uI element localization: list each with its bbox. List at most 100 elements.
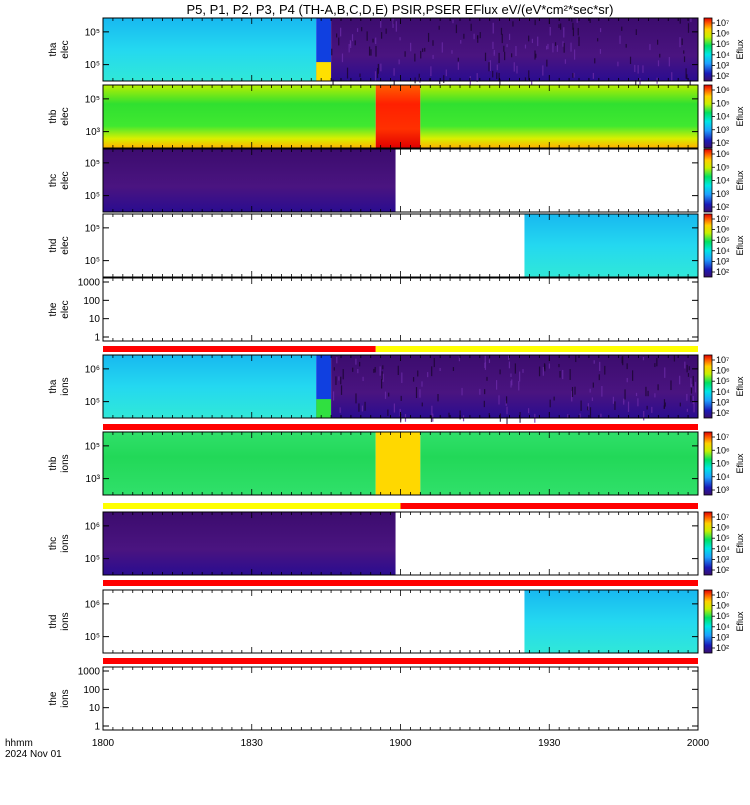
noise-streak	[336, 356, 338, 364]
spectrogram-segment	[103, 85, 376, 148]
colorbar-tick-label: 10⁶	[716, 29, 730, 39]
colorbar-label: Eflux	[735, 611, 745, 632]
noise-streak	[537, 36, 539, 47]
noise-streak	[340, 27, 342, 37]
noise-streak	[563, 27, 565, 38]
noise-streak	[657, 39, 659, 45]
noise-streak	[393, 80, 395, 87]
noise-streak	[577, 27, 579, 36]
noise-streak	[332, 391, 335, 401]
panel-label-species: ions	[60, 534, 71, 552]
noise-streak	[629, 56, 632, 65]
noise-streak	[355, 358, 357, 365]
noise-streak	[668, 57, 670, 67]
noise-streak	[382, 365, 384, 370]
noise-streak	[510, 373, 512, 378]
noise-streak	[516, 65, 518, 74]
noise-streak	[332, 79, 334, 88]
colorbar-tick-label: 10⁴	[716, 387, 730, 397]
noise-streak	[538, 366, 541, 377]
noise-streak	[415, 387, 418, 398]
noise-streak	[380, 18, 382, 28]
noise-streak	[685, 68, 687, 79]
y-tick-label: 10⁵	[85, 632, 100, 643]
noise-streak	[601, 385, 603, 397]
colorbar-tick-label: 10⁵	[716, 98, 730, 108]
noise-streak	[380, 379, 383, 389]
noise-streak	[589, 18, 591, 23]
colorbar-label: Eflux	[735, 533, 745, 554]
noise-streak	[594, 58, 596, 64]
noise-streak	[508, 361, 510, 369]
colorbar-tick-label: 10²	[716, 408, 729, 418]
noise-streak	[589, 407, 592, 418]
noise-streak	[549, 399, 551, 408]
y-tick-label: 10³	[86, 127, 101, 138]
noise-streak	[357, 368, 359, 374]
noise-streak	[381, 371, 383, 380]
panel-label-probe: the	[48, 302, 59, 316]
colorbar-tick-label: 10⁷	[716, 214, 729, 224]
noise-streak	[342, 369, 344, 380]
noise-streak	[626, 363, 628, 370]
noise-streak	[500, 27, 503, 35]
noise-streak	[421, 402, 423, 407]
noise-streak	[624, 389, 626, 400]
noise-streak	[488, 359, 491, 364]
noise-streak	[439, 367, 441, 371]
noise-streak	[637, 398, 639, 407]
noise-streak	[404, 51, 406, 57]
noise-streak	[643, 411, 645, 421]
spectrogram-segment	[420, 432, 698, 495]
noise-streak	[458, 356, 461, 362]
noise-streak	[431, 366, 433, 377]
noise-streak	[543, 363, 546, 370]
noise-streak	[420, 50, 422, 59]
spectrogram-segment	[316, 399, 332, 418]
noise-streak	[493, 52, 495, 56]
noise-streak	[663, 399, 666, 409]
noise-streak	[452, 367, 455, 371]
noise-streak	[380, 63, 382, 72]
panel-the-elec: 1000 100 10 1 the elec	[48, 277, 699, 344]
y-tick-label: 1000	[78, 667, 101, 678]
noise-streak	[617, 61, 619, 67]
noise-streak	[612, 396, 615, 404]
noise-streak	[428, 78, 431, 82]
colorbar-tick-label: 10⁶	[716, 601, 730, 611]
colorbar-tick-label: 10⁷	[716, 18, 729, 28]
noise-streak	[513, 62, 515, 72]
noise-streak	[430, 66, 432, 77]
colorbar-tick-label: 10²	[716, 202, 729, 212]
noise-streak	[599, 361, 601, 372]
noise-streak	[597, 38, 599, 42]
noise-streak	[397, 365, 399, 375]
noise-streak	[572, 22, 574, 30]
noise-streak	[366, 31, 368, 41]
mode-bar-segment	[103, 503, 401, 509]
noise-streak	[549, 27, 551, 36]
colorbar-tick-label: 10⁶	[716, 366, 730, 376]
noise-streak	[514, 363, 516, 374]
noise-streak	[572, 73, 574, 78]
noise-streak	[445, 69, 447, 77]
noise-streak	[528, 70, 530, 81]
noise-streak	[419, 77, 421, 83]
noise-streak	[398, 59, 400, 65]
noise-streak	[623, 401, 625, 405]
noise-streak	[395, 21, 397, 32]
noise-streak	[437, 394, 439, 402]
noise-streak	[690, 18, 692, 23]
panel-label-species: ions	[60, 612, 71, 630]
noise-streak	[431, 405, 433, 416]
noise-streak	[498, 72, 500, 81]
colorbar	[703, 589, 713, 654]
noise-streak	[375, 37, 377, 45]
noise-streak	[642, 65, 644, 73]
y-tick-label: 10⁵	[85, 27, 100, 38]
noise-streak	[571, 391, 573, 402]
noise-streak	[542, 65, 544, 76]
y-tick-label: 10⁶	[85, 364, 100, 375]
time-tick-label: 1800	[92, 738, 115, 749]
